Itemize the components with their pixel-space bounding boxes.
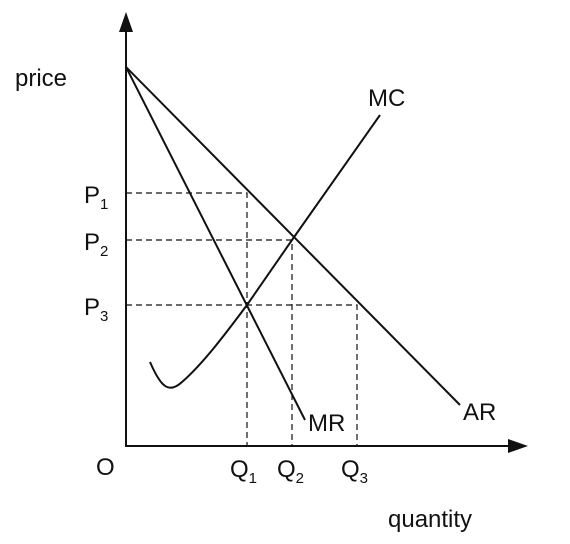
quantity-letter: Q (277, 456, 296, 483)
price-sub: 1 (100, 196, 108, 213)
price-letter: P (84, 229, 100, 256)
origin-label: O (96, 454, 115, 481)
quantity-label: Q3 (341, 456, 368, 487)
mc-label: MC (368, 85, 405, 112)
price-label: P2 (84, 229, 108, 260)
mc-curve (149, 114, 381, 389)
p3-q3-guide (126, 304, 358, 446)
x-axis-label: quantity (388, 506, 472, 533)
price-sub: 3 (100, 308, 108, 325)
y-axis-arrow (119, 12, 133, 32)
quantity-letter: Q (230, 456, 249, 483)
price-letter: P (84, 182, 100, 209)
x-axis-arrow (508, 439, 528, 453)
quantity-label: Q2 (277, 456, 304, 487)
mr-curve (125, 66, 306, 421)
y-axis-label: price (15, 65, 67, 92)
quantity-sub: 1 (249, 470, 257, 487)
price-letter: P (84, 294, 100, 321)
price-sub: 2 (100, 243, 108, 260)
p1-q1-guide (126, 192, 248, 446)
p2-q2-guide (126, 239, 293, 446)
quantity-label: Q1 (230, 456, 257, 487)
ar-label: AR (463, 399, 496, 426)
quantity-sub: 3 (360, 470, 368, 487)
mr-label: MR (308, 410, 345, 437)
ar-curve (125, 66, 461, 406)
quantity-sub: 2 (296, 470, 304, 487)
quantity-letter: Q (341, 456, 360, 483)
price-label: P1 (84, 182, 108, 213)
price-label: P3 (84, 294, 108, 325)
